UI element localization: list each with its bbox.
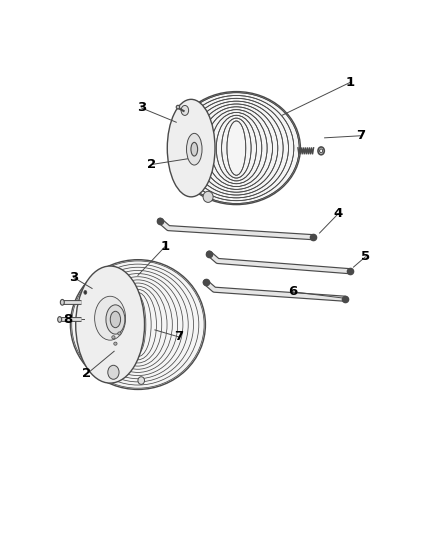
Ellipse shape: [138, 377, 145, 384]
Ellipse shape: [108, 365, 119, 379]
Ellipse shape: [112, 336, 115, 339]
Ellipse shape: [187, 133, 202, 165]
Ellipse shape: [84, 290, 87, 294]
Text: 4: 4: [334, 207, 343, 220]
Ellipse shape: [60, 300, 64, 305]
Ellipse shape: [114, 342, 117, 345]
Ellipse shape: [176, 106, 180, 109]
Ellipse shape: [203, 191, 213, 203]
Ellipse shape: [172, 92, 300, 205]
Text: 5: 5: [361, 251, 370, 263]
Ellipse shape: [110, 311, 120, 328]
Text: 8: 8: [64, 313, 73, 326]
Ellipse shape: [95, 296, 126, 340]
Ellipse shape: [118, 332, 121, 335]
Ellipse shape: [71, 260, 205, 390]
Ellipse shape: [167, 99, 215, 197]
Text: 3: 3: [137, 101, 146, 115]
Text: 2: 2: [82, 367, 92, 381]
Text: 1: 1: [346, 76, 355, 89]
Text: 7: 7: [174, 330, 183, 343]
Ellipse shape: [181, 106, 189, 116]
Ellipse shape: [76, 266, 145, 383]
Ellipse shape: [58, 317, 62, 322]
Text: 7: 7: [356, 130, 365, 142]
Text: 6: 6: [288, 285, 297, 298]
Ellipse shape: [106, 305, 125, 334]
Text: 3: 3: [69, 271, 78, 284]
Text: 1: 1: [160, 240, 170, 253]
Text: 2: 2: [147, 158, 156, 171]
Ellipse shape: [191, 142, 198, 156]
